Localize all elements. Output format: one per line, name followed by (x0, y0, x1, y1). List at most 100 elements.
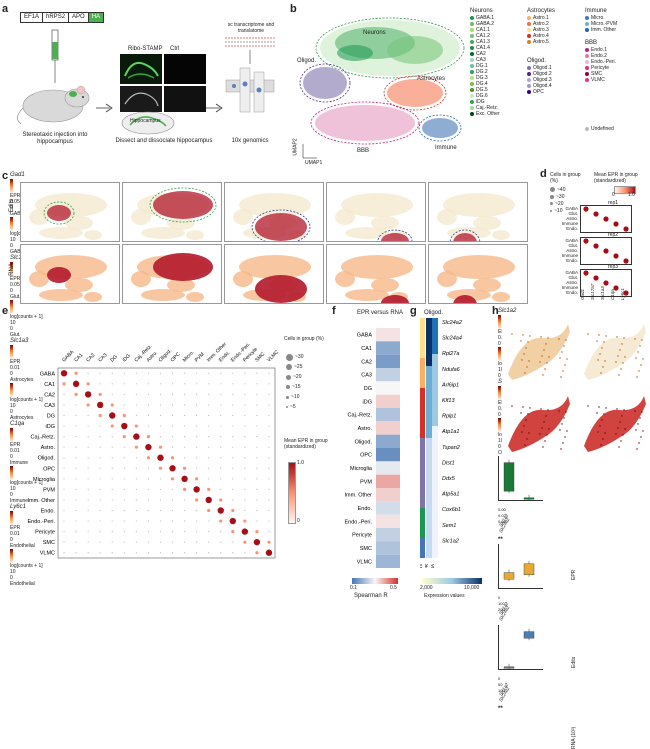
dot-mark (111, 383, 113, 385)
dot-mark (147, 499, 150, 501)
d-row-label: Endo. (566, 258, 578, 263)
ctrl-image (164, 54, 206, 84)
cell-mark (524, 444, 526, 446)
dot-mark (99, 499, 101, 501)
cluster-bar (420, 508, 425, 538)
legend-item: Astro.5 (527, 39, 555, 45)
e-size-item: ~15 (286, 382, 303, 392)
e-row-label: Endo.-Peri. (27, 519, 55, 525)
step-10x-label: 10x genomics (231, 138, 269, 144)
size-swatch (550, 209, 552, 212)
legend-label: Oligod.2 (533, 71, 552, 77)
dot-mark (603, 248, 609, 254)
dot-mark (99, 436, 101, 438)
heatmap-cell (376, 528, 400, 542)
dot-mark (87, 499, 89, 501)
ribo-stamp-image (120, 54, 162, 84)
cell-mark (559, 357, 561, 359)
colorbar (10, 217, 13, 231)
cell-mark (540, 336, 542, 338)
step-injection-label: Stereotaxic injection into hippocampus (22, 132, 88, 145)
d-row-label: Glut. (568, 275, 578, 280)
umap-label-oligod: Oligod. (297, 58, 317, 64)
e-row-label: Endo. (41, 509, 56, 515)
legend-swatch (527, 78, 531, 82)
heatmap-cell (426, 498, 432, 504)
e-col-label: VLMC (266, 349, 280, 363)
legend-label: CA1.3 (476, 39, 490, 45)
dot-mark (256, 457, 258, 459)
g-title: Oligod. (424, 310, 444, 316)
legend-label: DG.6 (476, 93, 488, 99)
legend-swatch (470, 40, 474, 44)
heatmap-cell (426, 396, 432, 402)
dot-mark (147, 541, 150, 543)
dot-mark (87, 467, 89, 469)
dot-mark (244, 478, 246, 480)
heatmap-cell (376, 488, 400, 502)
colorbar-title: EPR (10, 193, 21, 199)
dot-mark (75, 457, 77, 459)
rna-umap (428, 244, 528, 304)
dot-mark (111, 467, 113, 469)
panel-label-a: a (2, 3, 9, 15)
dot-mark (183, 457, 186, 459)
cell-mark (545, 415, 547, 417)
heatmap-cell (432, 462, 438, 468)
legend-neurons-title: Neurons (470, 8, 493, 14)
dot-mark (205, 496, 212, 504)
celltype-label: Astrocytes (10, 415, 34, 421)
dot-mark (220, 531, 222, 533)
umap-label-neurons: Neurons (363, 30, 386, 36)
cell-mark (622, 362, 624, 364)
dot-mark (147, 531, 150, 533)
cell-mark (528, 432, 530, 434)
size-swatch (286, 374, 291, 380)
size-label: ~10 (554, 207, 563, 214)
dot-mark (135, 393, 137, 395)
g-gene-label: Sem1 (442, 523, 456, 529)
legend-item: Caj.-Retz. (470, 105, 500, 111)
hippocampus-label: Hippocampus (130, 118, 161, 124)
h-rna-umap (502, 388, 574, 456)
d-row-label: GABA (565, 270, 578, 275)
cell-mark (539, 361, 541, 363)
e-col-label: DG (109, 354, 119, 364)
edits-umap (428, 182, 528, 242)
heatmap-cell (426, 342, 432, 348)
d-dotplot (583, 238, 629, 264)
arrow-icon (206, 103, 223, 113)
dot-mark (256, 467, 258, 469)
dot-mark (220, 457, 222, 459)
dot-mark (135, 372, 137, 374)
heatmap-cell (432, 450, 438, 456)
dot-mark (147, 404, 150, 406)
dot-mark (208, 436, 210, 438)
e-color-title: Mean EPR in group (standardized) (284, 438, 328, 450)
dot-mark (75, 552, 77, 554)
celltype-label: GABA (10, 249, 24, 255)
panel-label-g: g (410, 305, 417, 317)
umap-plot (131, 253, 213, 302)
cell-mark (621, 343, 623, 345)
dot-mark (232, 414, 234, 417)
f-row-label: Microglia (350, 466, 373, 472)
legend-oligo-title: Oligod. (527, 58, 547, 64)
dot-mark (170, 477, 175, 481)
cluster-bar (420, 538, 425, 558)
cell-mark (634, 338, 636, 340)
heatmap-cell (376, 341, 400, 355)
heatmap-cell (432, 396, 438, 402)
cell-mark (640, 436, 642, 438)
gene-title-c1qa: C1qa (10, 421, 25, 427)
cell-mark (523, 425, 525, 427)
heatmap-cell (432, 456, 438, 462)
cell-mark (616, 336, 618, 338)
e-col-label: CA1 (73, 352, 84, 363)
legend-swatch (470, 52, 474, 56)
legend-label: Micro. (591, 15, 605, 21)
celltype-label: Glut. (10, 294, 21, 300)
e-row-label: iDG (46, 424, 55, 430)
dot-mark (232, 541, 234, 543)
dot-mark (123, 383, 125, 385)
